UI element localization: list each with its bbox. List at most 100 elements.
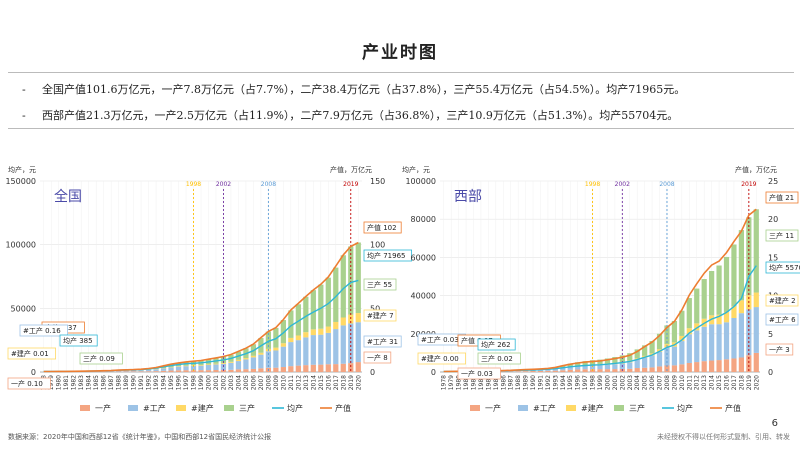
x-tick-label: 1996 — [176, 375, 183, 390]
bar-industry — [243, 359, 249, 370]
bar-industry — [664, 347, 670, 366]
x-tick-label: 2008 — [265, 375, 272, 390]
panel-title: 全国 — [54, 188, 82, 205]
annotation-label: 一产 0.03 — [461, 369, 493, 378]
annotation-label: #建产 0.00 — [421, 354, 459, 363]
bar-industry — [731, 317, 737, 359]
bar-primary — [310, 364, 316, 372]
bar-tertiary — [746, 217, 752, 296]
bar-construction — [656, 349, 663, 352]
x-tick-label: 1985 — [93, 375, 100, 390]
legend-swatch-primary — [80, 405, 90, 411]
bar-primary — [280, 367, 286, 372]
x-tick-label: 1999 — [198, 375, 205, 390]
annotation-box — [363, 249, 412, 262]
bar-construction — [333, 321, 339, 330]
bar-construction — [303, 332, 309, 338]
x-tick-label: 2020 — [753, 375, 760, 390]
bar-primary — [355, 362, 361, 372]
bar-primary — [168, 370, 174, 372]
bar-tertiary — [333, 267, 339, 322]
bar-construction — [183, 365, 189, 367]
left-tick-label: 40000 — [411, 292, 436, 301]
x-tick-label: 2018 — [340, 375, 347, 390]
bar-industry — [355, 322, 361, 363]
legend-label: #建产 — [581, 403, 604, 413]
bar-tertiary — [575, 362, 581, 366]
legend-label: 一产 — [95, 403, 111, 413]
bar-industry — [560, 368, 566, 371]
bar-primary — [522, 371, 529, 372]
bar-industry — [604, 364, 611, 370]
bar-construction — [348, 314, 354, 324]
annotation-box — [457, 367, 501, 380]
x-tick-label: 2008 — [664, 375, 671, 390]
bar-primary — [508, 371, 514, 372]
x-tick-label: 1987 — [508, 375, 515, 390]
legend-label: 三产 — [239, 403, 255, 413]
annotation-box — [19, 324, 68, 337]
bar-construction — [288, 337, 294, 343]
x-tick-label: 1986 — [101, 375, 108, 390]
bar-tertiary — [753, 209, 759, 293]
bar-tertiary — [310, 290, 316, 330]
annotation-box — [417, 352, 466, 365]
x-tick-label: 1980 — [456, 375, 463, 390]
bar-primary — [228, 369, 234, 372]
x-tick-label: 2002 — [619, 375, 626, 390]
bar-tertiary — [273, 327, 279, 348]
x-tick-label: 1991 — [138, 375, 145, 390]
right-tick-label: 150 — [370, 177, 385, 186]
bar-primary — [348, 363, 354, 372]
bar-tertiary — [288, 310, 294, 338]
x-tick-label: 2009 — [273, 375, 280, 390]
bar-industry — [288, 342, 294, 367]
bar-tertiary — [642, 345, 648, 356]
bar-tertiary — [723, 256, 730, 312]
x-tick-label: 1995 — [567, 375, 574, 390]
x-tick-label: 1981 — [63, 375, 70, 390]
bar-industry — [258, 354, 264, 369]
x-tick-label: 1988 — [515, 375, 522, 390]
bar-industry — [746, 309, 752, 356]
bar-tertiary — [265, 331, 272, 349]
x-tick-label: 2014 — [310, 375, 317, 390]
legend-label: #建产 — [191, 403, 214, 413]
bar-primary — [333, 364, 339, 372]
bar-industry — [153, 369, 159, 372]
left-tick-label: 0 — [431, 368, 436, 377]
bar-industry — [552, 369, 558, 371]
annotation-box — [7, 377, 51, 390]
left-tick-label: 50000 — [11, 304, 36, 313]
bar-primary — [258, 368, 264, 372]
bar-industry — [575, 366, 581, 370]
legend-label: #工产 — [533, 403, 556, 413]
bar-industry — [656, 351, 663, 367]
bar-primary — [753, 352, 759, 372]
x-tick-label: 1983 — [478, 375, 485, 390]
x-tick-label: 2019 — [746, 375, 753, 390]
bar-industry — [723, 322, 730, 360]
right-tick-label: 0 — [370, 368, 375, 377]
right-tick-label: 25 — [768, 177, 778, 186]
summary-west-text: 西部产值21.3万亿元，一产2.5万亿元（占11.9%），二产7.9万亿元（占3… — [42, 109, 679, 122]
bar-primary — [709, 360, 715, 372]
bar-construction — [213, 363, 219, 365]
bar-construction — [295, 335, 301, 341]
annotation-box — [7, 347, 56, 360]
annotation-box — [765, 343, 794, 356]
legend-label: 产值 — [725, 403, 741, 413]
bar-industry — [318, 334, 324, 365]
bar-primary — [552, 370, 558, 372]
bar-industry — [273, 350, 279, 368]
legend-label: 均产 — [677, 403, 693, 413]
annotation-box — [363, 221, 402, 234]
x-tick-label: 2017 — [333, 375, 340, 390]
bar-industry — [753, 307, 759, 353]
x-tick-label: 2005 — [642, 375, 649, 390]
bar-primary — [679, 364, 685, 372]
bar-construction — [738, 300, 744, 314]
x-tick-label: 1994 — [161, 375, 168, 390]
legend-swatch-industry — [128, 405, 138, 411]
bar-primary — [530, 371, 536, 372]
